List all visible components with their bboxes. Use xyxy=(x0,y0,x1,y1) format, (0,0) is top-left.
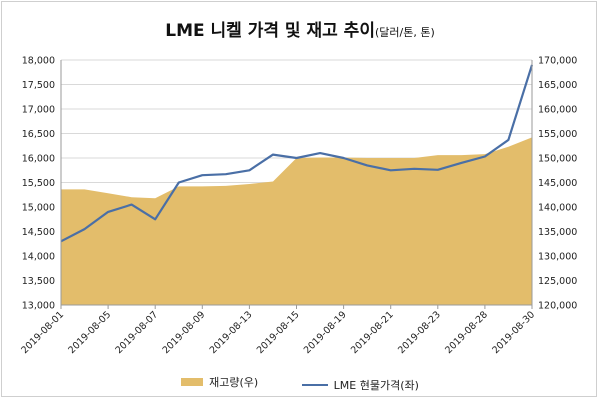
y-left-tick-label: 14,000 xyxy=(22,252,55,263)
x-tick-label: 2019-08-23 xyxy=(396,309,443,356)
y-left-tick-label: 14,500 xyxy=(22,227,55,238)
inventory-area xyxy=(61,137,532,305)
x-tick-label: 2019-08-09 xyxy=(161,309,208,356)
y-right-tick-label: 145,000 xyxy=(538,178,577,189)
legend-item-inventory: 재고량(우) xyxy=(181,374,258,390)
x-tick-label: 2019-08-15 xyxy=(255,309,302,356)
legend-swatch-price xyxy=(301,384,328,386)
x-tick-label: 2019-08-05 xyxy=(66,309,113,356)
legend-label-inventory: 재고량(우) xyxy=(209,376,259,389)
y-left-tick-label: 15,000 xyxy=(22,203,55,214)
legend-label-price: LME 현물가격(좌) xyxy=(333,379,419,392)
x-tick-label: 2019-08-30 xyxy=(490,309,537,356)
price-line xyxy=(60,64,534,243)
legend: 재고량(우) LME 현물가격(좌) xyxy=(0,374,600,393)
x-tick-label: 2019-08-21 xyxy=(349,309,396,356)
x-tick-label: 2019-08-19 xyxy=(302,309,349,356)
y-left-tick-label: 18,000 xyxy=(22,56,55,67)
legend-swatch-inventory xyxy=(181,378,204,386)
legend-item-price: LME 현물가격(좌) xyxy=(301,377,419,393)
y-right-tick-label: 120,000 xyxy=(538,301,577,312)
y-right-tick-label: 170,000 xyxy=(538,56,577,67)
y-left-tick-label: 17,500 xyxy=(22,80,55,91)
y-left-tick-label: 16,500 xyxy=(22,129,55,140)
x-tick-label: 2019-08-01 xyxy=(19,309,66,356)
y-right-tick-label: 165,000 xyxy=(538,80,577,91)
y-right-tick-label: 135,000 xyxy=(538,227,577,238)
chart-title: LME 니켈 가격 및 재고 추이(달러/톤, 톤) xyxy=(0,16,600,41)
chart-title-unit: (달러/톤, 톤) xyxy=(374,26,435,39)
y-left-tick-label: 13,000 xyxy=(22,301,55,312)
x-tick-label: 2019-08-07 xyxy=(113,309,160,356)
x-tick-label: 2019-08-13 xyxy=(208,309,255,356)
y-left-tick-label: 15,500 xyxy=(22,178,55,189)
y-left-tick-label: 16,000 xyxy=(22,154,55,165)
y-left-tick-label: 13,500 xyxy=(22,276,55,287)
y-right-tick-label: 125,000 xyxy=(538,276,577,287)
x-tick-label: 2019-08-28 xyxy=(443,309,490,356)
y-right-tick-label: 150,000 xyxy=(538,154,577,165)
y-right-tick-label: 155,000 xyxy=(538,129,577,140)
y-right-tick-label: 160,000 xyxy=(538,105,577,116)
y-left-tick-label: 17,000 xyxy=(22,105,55,116)
chart-title-text: LME 니켈 가격 및 재고 추이 xyxy=(165,21,375,41)
y-right-tick-label: 130,000 xyxy=(538,252,577,263)
y-right-tick-label: 140,000 xyxy=(538,203,577,214)
